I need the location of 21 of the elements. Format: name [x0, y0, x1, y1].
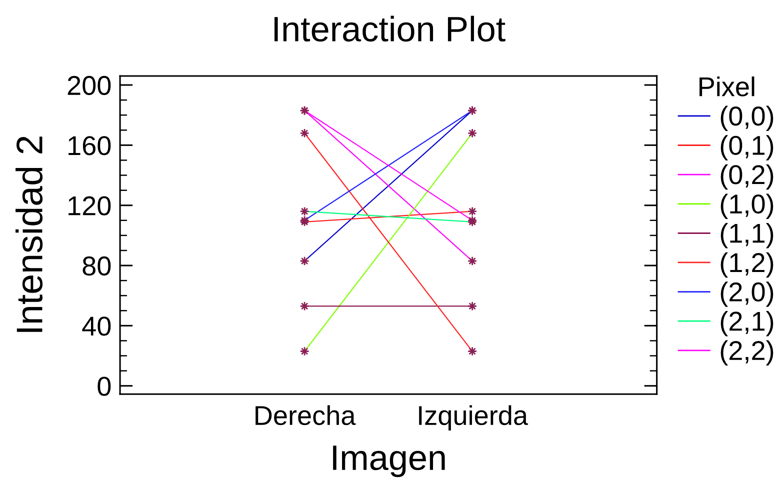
x-tick-label: Izquierda — [419, 405, 528, 430]
y-tick-label: 40 — [82, 316, 111, 336]
chart-title: Interaction Plot — [274, 16, 506, 42]
legend-label: (0,0) — [720, 106, 774, 132]
legend-label: (2,0) — [720, 282, 774, 307]
y-tick-label: 0 — [98, 376, 111, 396]
y-tick-label: 120 — [68, 196, 111, 216]
legend-label: (1,1) — [720, 223, 774, 248]
y-axis-title: Intensidad 2 — [16, 136, 43, 332]
legend-label: (2,2) — [720, 340, 774, 366]
legend-title: Pixel — [700, 76, 754, 96]
legend-label: (1,0) — [720, 194, 774, 219]
y-tick-label: 80 — [82, 256, 111, 276]
x-axis-title: Imagen — [333, 446, 445, 478]
y-tick-label: 200 — [68, 76, 111, 96]
x-tick-label: Derecha — [256, 405, 356, 426]
legend-label: (0,1) — [720, 135, 774, 160]
legend-label: (1,2) — [720, 252, 774, 278]
legend-label: (2,1) — [720, 310, 774, 336]
legend-label: (0,2) — [720, 164, 774, 190]
y-tick-label: 160 — [68, 136, 111, 156]
